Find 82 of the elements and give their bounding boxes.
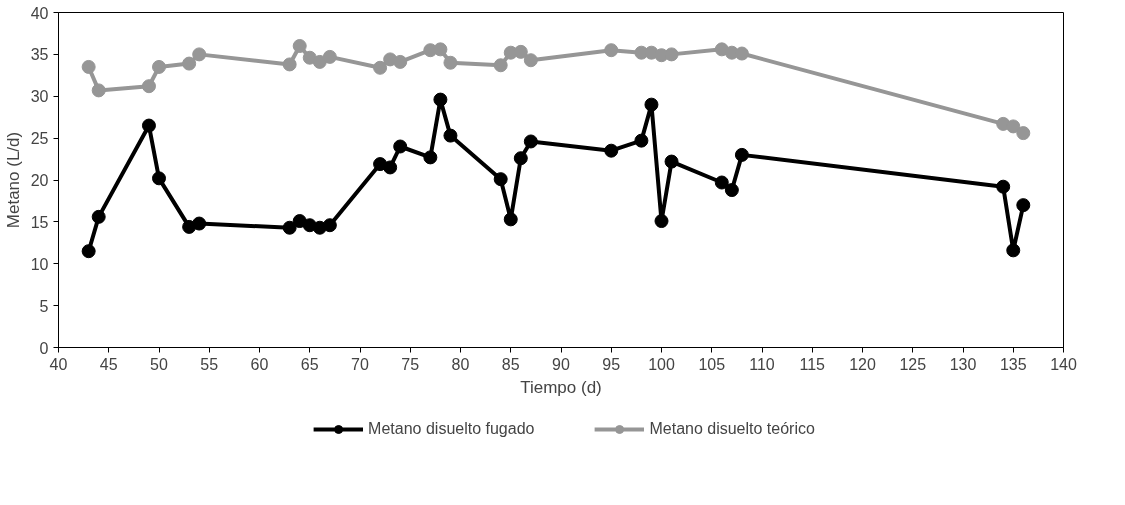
point	[152, 59, 166, 74]
point	[604, 143, 619, 158]
x-tick-label: 60	[250, 355, 269, 373]
y-axis-title: Metano (L/d)	[3, 131, 23, 229]
point	[383, 160, 398, 175]
point	[192, 216, 207, 231]
y-tick-label: 30	[30, 88, 49, 106]
point	[433, 42, 448, 57]
point	[192, 47, 207, 62]
x-tick-label: 85	[501, 355, 520, 373]
x-tick-label: 105	[698, 355, 726, 373]
x-tick-label: 70	[351, 355, 369, 373]
point	[182, 56, 197, 71]
point	[714, 175, 729, 190]
x-tick-label: 135	[999, 355, 1027, 373]
point	[513, 44, 528, 59]
point	[523, 53, 538, 68]
x-tick-label: 75	[401, 355, 420, 373]
point	[152, 171, 166, 186]
point	[141, 79, 156, 94]
x-tick-label: 55	[200, 355, 219, 373]
point	[373, 60, 388, 75]
point	[322, 49, 337, 64]
point	[996, 179, 1011, 194]
x-tick-label: 120	[849, 355, 876, 373]
x-tick-label: 90	[552, 355, 570, 373]
point	[141, 118, 156, 133]
point	[604, 43, 619, 58]
x-tick-label: 115	[799, 355, 826, 373]
x-tick-label: 95	[602, 355, 621, 373]
x-tick-label: 130	[949, 355, 977, 373]
point	[1016, 126, 1031, 141]
point	[81, 59, 96, 74]
y-tick-label: 15	[30, 213, 49, 231]
y-tick-label: 10	[30, 255, 49, 273]
point	[734, 46, 749, 61]
point	[493, 58, 508, 73]
x-tick-label: 45	[99, 355, 118, 373]
legend-label: Metano disuelto teórico	[649, 420, 815, 438]
y-tick-label: 5	[39, 297, 49, 315]
point	[443, 128, 458, 143]
point	[664, 154, 679, 169]
point	[443, 55, 458, 70]
point	[1016, 198, 1031, 213]
point	[423, 150, 438, 165]
point	[1006, 243, 1021, 258]
y-tick-label: 40	[30, 4, 49, 22]
y-tick-label: 25	[30, 130, 49, 148]
x-tick-label: 125	[899, 355, 927, 373]
x-tick-label: 80	[451, 355, 470, 373]
point	[322, 218, 337, 233]
point	[724, 183, 739, 198]
x-tick-label: 140	[1050, 355, 1077, 373]
point	[393, 54, 408, 69]
point	[734, 147, 749, 162]
point	[292, 39, 307, 53]
y-tick-label: 35	[30, 46, 49, 64]
point	[91, 83, 106, 98]
legend-label: Metano disuelto fugado	[368, 420, 535, 438]
point	[664, 47, 679, 62]
point	[503, 212, 518, 227]
point	[523, 134, 538, 149]
point	[282, 57, 297, 72]
point	[513, 151, 528, 166]
y-tick-label: 0	[39, 339, 49, 357]
point	[634, 133, 649, 148]
point	[493, 172, 508, 187]
x-tick-label: 100	[648, 355, 675, 373]
point	[644, 97, 659, 112]
point	[654, 214, 669, 229]
point	[1006, 119, 1021, 134]
point	[81, 244, 96, 259]
x-axis-title: Tiempo (d)	[520, 377, 602, 397]
x-tick-label: 50	[150, 355, 168, 373]
y-tick-label: 20	[30, 172, 49, 189]
x-tick-label: 110	[749, 355, 775, 373]
x-tick-label: 65	[300, 355, 319, 373]
point	[282, 220, 297, 235]
point	[91, 209, 106, 224]
point	[393, 139, 408, 154]
point	[312, 54, 327, 69]
point	[433, 92, 448, 107]
